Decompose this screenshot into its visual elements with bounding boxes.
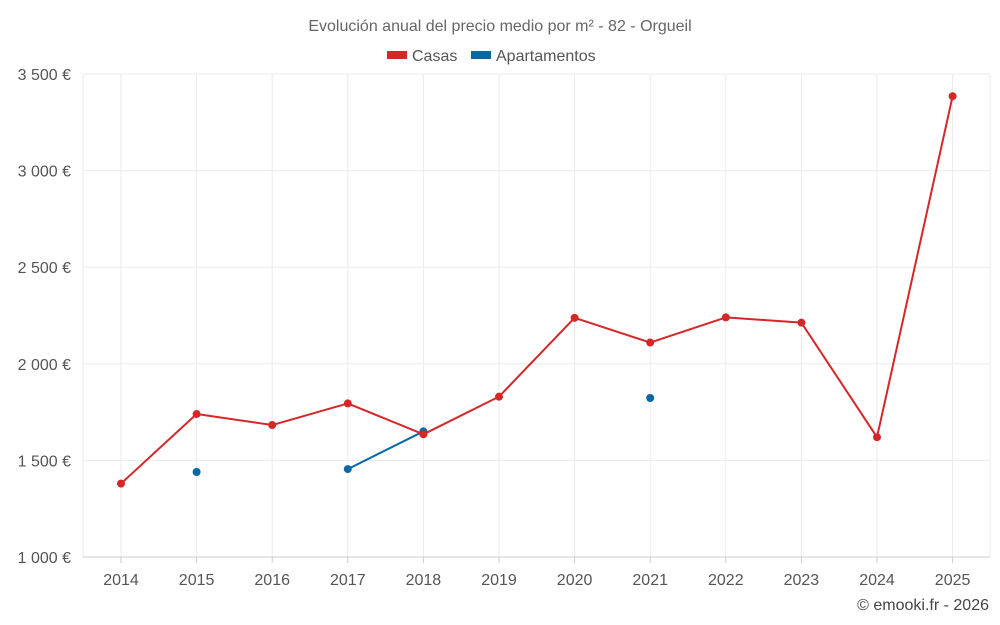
series-layer xyxy=(117,92,957,488)
casas-line-segment xyxy=(498,316,576,398)
casas-point[interactable] xyxy=(419,430,428,439)
x-tick-label: 2015 xyxy=(179,572,215,589)
chart-title: Evolución anual del precio medio por m² … xyxy=(308,18,691,35)
legend-label: Apartamentos xyxy=(496,48,596,65)
apartamentos-point[interactable] xyxy=(192,467,201,476)
y-tick-label: 3 000 € xyxy=(18,164,71,181)
x-tick-label: 2021 xyxy=(632,572,668,589)
y-tick-label: 2 000 € xyxy=(18,357,71,374)
casas-point[interactable] xyxy=(570,313,579,322)
x-tick-label: 2018 xyxy=(406,572,442,589)
x-tick-label: 2016 xyxy=(254,572,290,589)
casas-line-segment xyxy=(195,413,274,427)
casas-line-segment xyxy=(800,321,878,439)
x-tick-label: 2014 xyxy=(103,572,139,589)
x-tick-label: 2017 xyxy=(330,572,366,589)
apartamentos-line-segment xyxy=(346,430,425,471)
casas-point[interactable] xyxy=(117,479,125,488)
casas-line-segment xyxy=(649,316,727,344)
credit-text: © emooki.fr - 2026 xyxy=(857,597,989,614)
y-tick-label: 3 500 € xyxy=(18,67,71,84)
axes: 1 000 € 1 500 € 2 000 € 2 500 € 3 000 € 3 500… xyxy=(18,67,991,589)
x-tick-label: 2024 xyxy=(859,572,895,589)
x-tick-label: 2023 xyxy=(784,572,820,589)
grid xyxy=(83,73,990,557)
legend[interactable]: Casas Apartamentos xyxy=(387,48,596,65)
casas-point[interactable] xyxy=(873,433,881,442)
legend-swatch xyxy=(387,51,407,59)
legend-item-apartamentos[interactable]: Apartamentos xyxy=(471,48,596,65)
legend-item-casas[interactable]: Casas xyxy=(387,48,457,65)
casas-line-segment xyxy=(876,95,954,439)
casas-line-segment xyxy=(422,395,500,436)
casas-point[interactable] xyxy=(646,338,655,347)
y-tick-label: 1 000 € xyxy=(18,550,71,567)
casas-line-segment xyxy=(573,316,652,344)
x-tick-label: 2022 xyxy=(708,572,744,589)
casas-point[interactable] xyxy=(343,399,352,408)
casas-point[interactable] xyxy=(192,410,201,419)
legend-label: Casas xyxy=(412,48,457,65)
casas-line-segment xyxy=(724,316,803,324)
apartamentos-point[interactable] xyxy=(646,393,655,402)
y-tick-label: 1 500 € xyxy=(18,453,71,470)
casas-line-segment xyxy=(271,402,349,427)
x-tick-label: 2020 xyxy=(557,572,593,589)
casas-point[interactable] xyxy=(948,92,957,101)
casas-point[interactable] xyxy=(268,421,277,430)
y-tick-label: 2 500 € xyxy=(18,260,71,277)
legend-swatch xyxy=(471,51,491,59)
casas-line-segment xyxy=(120,413,198,485)
casas-point[interactable] xyxy=(495,392,503,401)
casas-point[interactable] xyxy=(797,318,806,327)
apartamentos-point[interactable] xyxy=(343,465,352,474)
x-tick-label: 2025 xyxy=(935,572,971,589)
casas-point[interactable] xyxy=(721,313,730,322)
series-casas xyxy=(117,92,957,488)
casas-line-segment xyxy=(346,402,425,436)
x-tick-label: 2019 xyxy=(481,572,517,589)
